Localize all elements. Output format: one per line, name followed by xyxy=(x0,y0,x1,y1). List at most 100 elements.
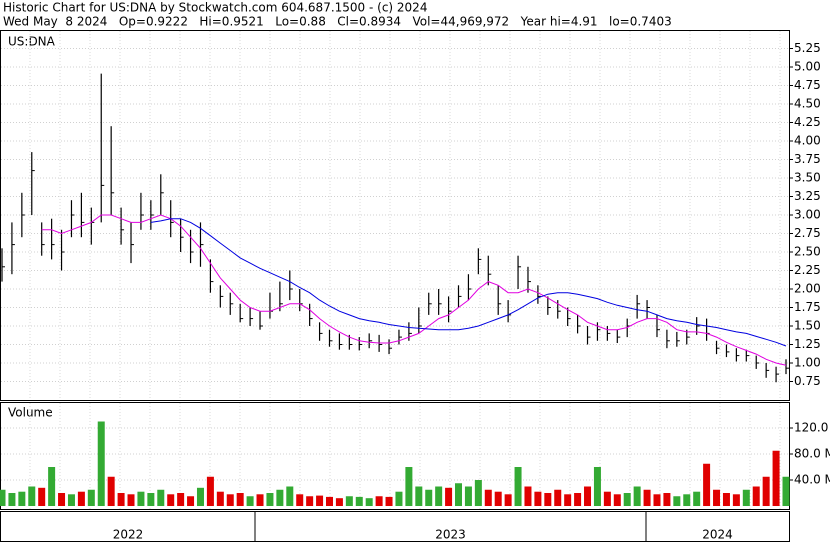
volume-bar xyxy=(306,496,314,506)
volume-bar xyxy=(0,489,6,506)
volume-bar xyxy=(196,487,204,506)
volume-bar xyxy=(48,467,56,506)
volume-bar xyxy=(524,486,532,506)
y-tick-label: 4.50 xyxy=(794,97,821,111)
y-tick-label: 120.0 M xyxy=(794,421,830,435)
volume-bar xyxy=(782,476,790,506)
volume-bar xyxy=(236,493,244,506)
volume-bar xyxy=(316,495,324,506)
volume-bar xyxy=(752,486,760,506)
volume-bar xyxy=(395,491,403,506)
volume-bar xyxy=(722,493,730,506)
volume-bar xyxy=(216,491,224,506)
volume-bar xyxy=(455,483,463,506)
y-tick-label: 4.00 xyxy=(794,134,821,148)
y-tick-label: 3.00 xyxy=(794,208,821,222)
volume-bar xyxy=(365,498,373,506)
volume-bar xyxy=(425,489,433,506)
y-tick-label: 2.50 xyxy=(794,245,821,259)
y-tick-label: 2.25 xyxy=(794,263,821,277)
moving-average xyxy=(150,218,787,347)
y-tick-label: 3.50 xyxy=(794,171,821,185)
volume-bar xyxy=(325,496,333,506)
volume-bar xyxy=(296,494,304,506)
volume-bar xyxy=(713,489,721,506)
volume-bar xyxy=(534,491,542,506)
x-tick-label: 2024 xyxy=(702,528,733,542)
y-tick-label: 4.75 xyxy=(794,78,821,92)
y-tick-label: 1.75 xyxy=(794,300,821,314)
volume-bar xyxy=(8,493,16,506)
volume-bar xyxy=(187,496,195,506)
volume-bar xyxy=(742,489,750,506)
y-tick-label: 80.0 M xyxy=(794,447,830,461)
volume-bar xyxy=(147,493,155,506)
volume-bar xyxy=(514,467,522,506)
volume-bar xyxy=(405,467,413,506)
volume-bar xyxy=(643,489,651,506)
volume-bar xyxy=(633,486,641,506)
volume-bar xyxy=(276,489,284,506)
y-tick-label: 1.50 xyxy=(794,319,821,333)
volume-bar xyxy=(544,493,552,506)
y-tick-label: 5.25 xyxy=(794,41,821,55)
volume-bar xyxy=(732,494,740,506)
volume-bar xyxy=(137,491,145,506)
volume-bar xyxy=(18,491,26,506)
volume-bar xyxy=(673,496,681,506)
date-panel xyxy=(0,511,790,542)
volume-bar xyxy=(87,489,95,506)
y-tick-label: 4.25 xyxy=(794,115,821,129)
volume-bar xyxy=(504,494,512,506)
volume-bar xyxy=(623,493,631,506)
volume-bar xyxy=(584,486,592,506)
y-tick-label: 3.75 xyxy=(794,152,821,166)
volume-bar xyxy=(246,496,254,506)
volume-bar xyxy=(435,486,443,506)
volume-bar xyxy=(107,476,115,506)
volume-bar xyxy=(564,494,572,506)
volume-bar xyxy=(167,494,175,506)
x-tick-label: 2022 xyxy=(113,528,144,542)
volume-bar xyxy=(226,494,234,506)
y-tick-label: 40.0 M xyxy=(794,473,830,487)
volume-bar xyxy=(355,496,363,506)
volume-bar xyxy=(494,491,502,506)
volume-bar xyxy=(97,421,105,506)
volume-bar xyxy=(38,487,46,506)
volume-bar xyxy=(117,493,125,506)
volume-bar xyxy=(415,486,423,506)
header-line: Wed May 8 2024 Op=0.9222 Hi=0.9521 Lo=0.… xyxy=(3,15,672,29)
volume-bar xyxy=(266,493,274,506)
volume-bar xyxy=(593,467,601,506)
volume-panel xyxy=(0,402,790,510)
volume-bar xyxy=(256,494,264,506)
y-tick-label: 1.25 xyxy=(794,337,821,351)
volume-bar xyxy=(345,496,353,506)
header-line: Historic Chart for US:DNA by Stockwatch.… xyxy=(3,1,427,15)
y-tick-label: 2.00 xyxy=(794,282,821,296)
volume-bar xyxy=(464,486,472,506)
volume-bar xyxy=(286,486,294,506)
volume-bar xyxy=(58,493,66,506)
y-tick-label: 3.25 xyxy=(794,189,821,203)
volume-bar xyxy=(613,494,621,506)
volume-bar xyxy=(663,493,671,506)
volume-bar xyxy=(28,486,36,506)
volume-bar xyxy=(385,496,393,506)
volume-bar xyxy=(177,493,185,506)
volume-bar xyxy=(206,476,214,506)
y-tick-label: 5.00 xyxy=(794,60,821,74)
volume-bar xyxy=(157,489,165,506)
y-tick-label: 2.75 xyxy=(794,226,821,240)
y-tick-label: 0.75 xyxy=(794,374,821,388)
volume-bar xyxy=(603,491,611,506)
volume-bar xyxy=(474,480,482,506)
volume-bar xyxy=(445,487,453,506)
volume-bar xyxy=(127,494,135,506)
x-tick-label: 2023 xyxy=(435,528,466,542)
volume-bar xyxy=(375,496,383,506)
volume-bar xyxy=(554,489,562,506)
volume-bar xyxy=(77,491,85,506)
